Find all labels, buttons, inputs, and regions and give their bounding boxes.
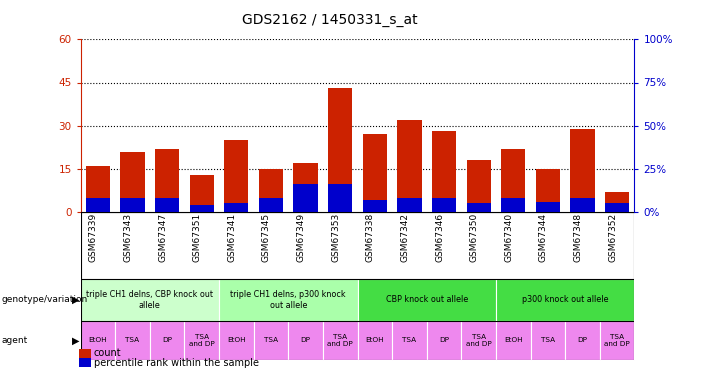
Bar xyxy=(358,279,496,321)
Text: DP: DP xyxy=(439,338,449,344)
Text: GSM67343: GSM67343 xyxy=(123,213,132,262)
Bar xyxy=(155,198,179,212)
Bar xyxy=(536,169,560,212)
Bar xyxy=(115,321,150,360)
Bar xyxy=(184,321,219,360)
Text: EtOH: EtOH xyxy=(504,338,522,344)
Bar xyxy=(81,279,219,321)
Text: TSA: TSA xyxy=(402,338,416,344)
Text: TSA: TSA xyxy=(540,338,555,344)
Bar xyxy=(86,198,110,212)
Bar xyxy=(190,174,214,212)
Text: GSM67345: GSM67345 xyxy=(262,213,271,262)
Bar xyxy=(259,169,283,212)
Bar xyxy=(397,198,421,212)
Bar xyxy=(358,321,392,360)
Text: agent: agent xyxy=(1,336,27,345)
Bar xyxy=(121,152,144,212)
Bar xyxy=(392,321,427,360)
Text: GDS2162 / 1450331_s_at: GDS2162 / 1450331_s_at xyxy=(242,13,417,27)
Text: CBP knock out allele: CBP knock out allele xyxy=(386,296,468,304)
Text: GSM67338: GSM67338 xyxy=(366,213,375,262)
Text: TSA
and DP: TSA and DP xyxy=(604,334,630,347)
Text: ▶: ▶ xyxy=(72,295,79,305)
Bar xyxy=(571,129,594,212)
Bar xyxy=(362,200,387,212)
Text: GSM67351: GSM67351 xyxy=(193,213,202,262)
Bar xyxy=(224,203,248,212)
Text: EtOH: EtOH xyxy=(365,338,384,344)
Bar xyxy=(190,205,214,212)
Text: GSM67347: GSM67347 xyxy=(158,213,167,262)
Bar xyxy=(531,321,565,360)
Bar xyxy=(362,134,387,212)
Bar xyxy=(121,198,144,212)
Bar xyxy=(467,160,491,212)
Text: EtOH: EtOH xyxy=(88,338,107,344)
Bar xyxy=(288,321,323,360)
Bar xyxy=(600,321,634,360)
Text: percentile rank within the sample: percentile rank within the sample xyxy=(94,358,259,368)
Bar xyxy=(86,166,110,212)
Bar xyxy=(571,198,594,212)
Text: GSM67342: GSM67342 xyxy=(400,213,409,262)
Text: GSM67350: GSM67350 xyxy=(470,213,479,262)
Text: GSM67339: GSM67339 xyxy=(89,213,98,262)
Text: GSM67340: GSM67340 xyxy=(504,213,513,262)
Text: GSM67348: GSM67348 xyxy=(573,213,583,262)
Text: DP: DP xyxy=(162,338,172,344)
Text: GSM67353: GSM67353 xyxy=(331,213,340,262)
Bar xyxy=(259,198,283,212)
Bar xyxy=(501,198,525,212)
Bar xyxy=(294,184,318,212)
Text: GSM67341: GSM67341 xyxy=(227,213,236,262)
Text: GSM67352: GSM67352 xyxy=(608,213,617,262)
Bar xyxy=(605,192,629,212)
Bar xyxy=(501,148,525,212)
Text: TSA
and DP: TSA and DP xyxy=(327,334,353,347)
Text: p300 knock out allele: p300 knock out allele xyxy=(522,296,608,304)
Bar xyxy=(81,321,115,360)
Bar xyxy=(224,140,248,212)
Text: GSM67344: GSM67344 xyxy=(539,213,548,262)
Text: GSM67346: GSM67346 xyxy=(435,213,444,262)
Text: triple CH1 delns, CBP knock out
allele: triple CH1 delns, CBP knock out allele xyxy=(86,290,213,310)
Bar xyxy=(150,321,184,360)
Bar xyxy=(155,148,179,212)
Text: EtOH: EtOH xyxy=(227,338,245,344)
Bar xyxy=(219,321,254,360)
Bar xyxy=(432,131,456,212)
Text: DP: DP xyxy=(301,338,311,344)
Bar xyxy=(254,321,288,360)
Bar xyxy=(328,88,353,212)
Text: ▶: ▶ xyxy=(72,335,79,345)
Bar xyxy=(605,203,629,212)
Bar xyxy=(219,279,358,321)
Bar xyxy=(427,321,461,360)
Text: genotype/variation: genotype/variation xyxy=(1,296,88,304)
Bar xyxy=(467,203,491,212)
Text: count: count xyxy=(94,348,121,358)
Text: TSA
and DP: TSA and DP xyxy=(465,334,491,347)
Bar xyxy=(328,184,353,212)
Bar xyxy=(536,201,560,212)
Text: TSA: TSA xyxy=(264,338,278,344)
Text: DP: DP xyxy=(578,338,587,344)
Bar xyxy=(323,321,358,360)
Bar xyxy=(461,321,496,360)
Text: triple CH1 delns, p300 knock
out allele: triple CH1 delns, p300 knock out allele xyxy=(231,290,346,310)
Bar xyxy=(432,198,456,212)
Bar xyxy=(294,163,318,212)
Text: TSA
and DP: TSA and DP xyxy=(189,334,215,347)
Bar xyxy=(496,321,531,360)
Text: GSM67349: GSM67349 xyxy=(297,213,306,262)
Bar xyxy=(397,120,421,212)
Bar xyxy=(496,279,634,321)
Bar xyxy=(565,321,600,360)
Text: TSA: TSA xyxy=(125,338,139,344)
